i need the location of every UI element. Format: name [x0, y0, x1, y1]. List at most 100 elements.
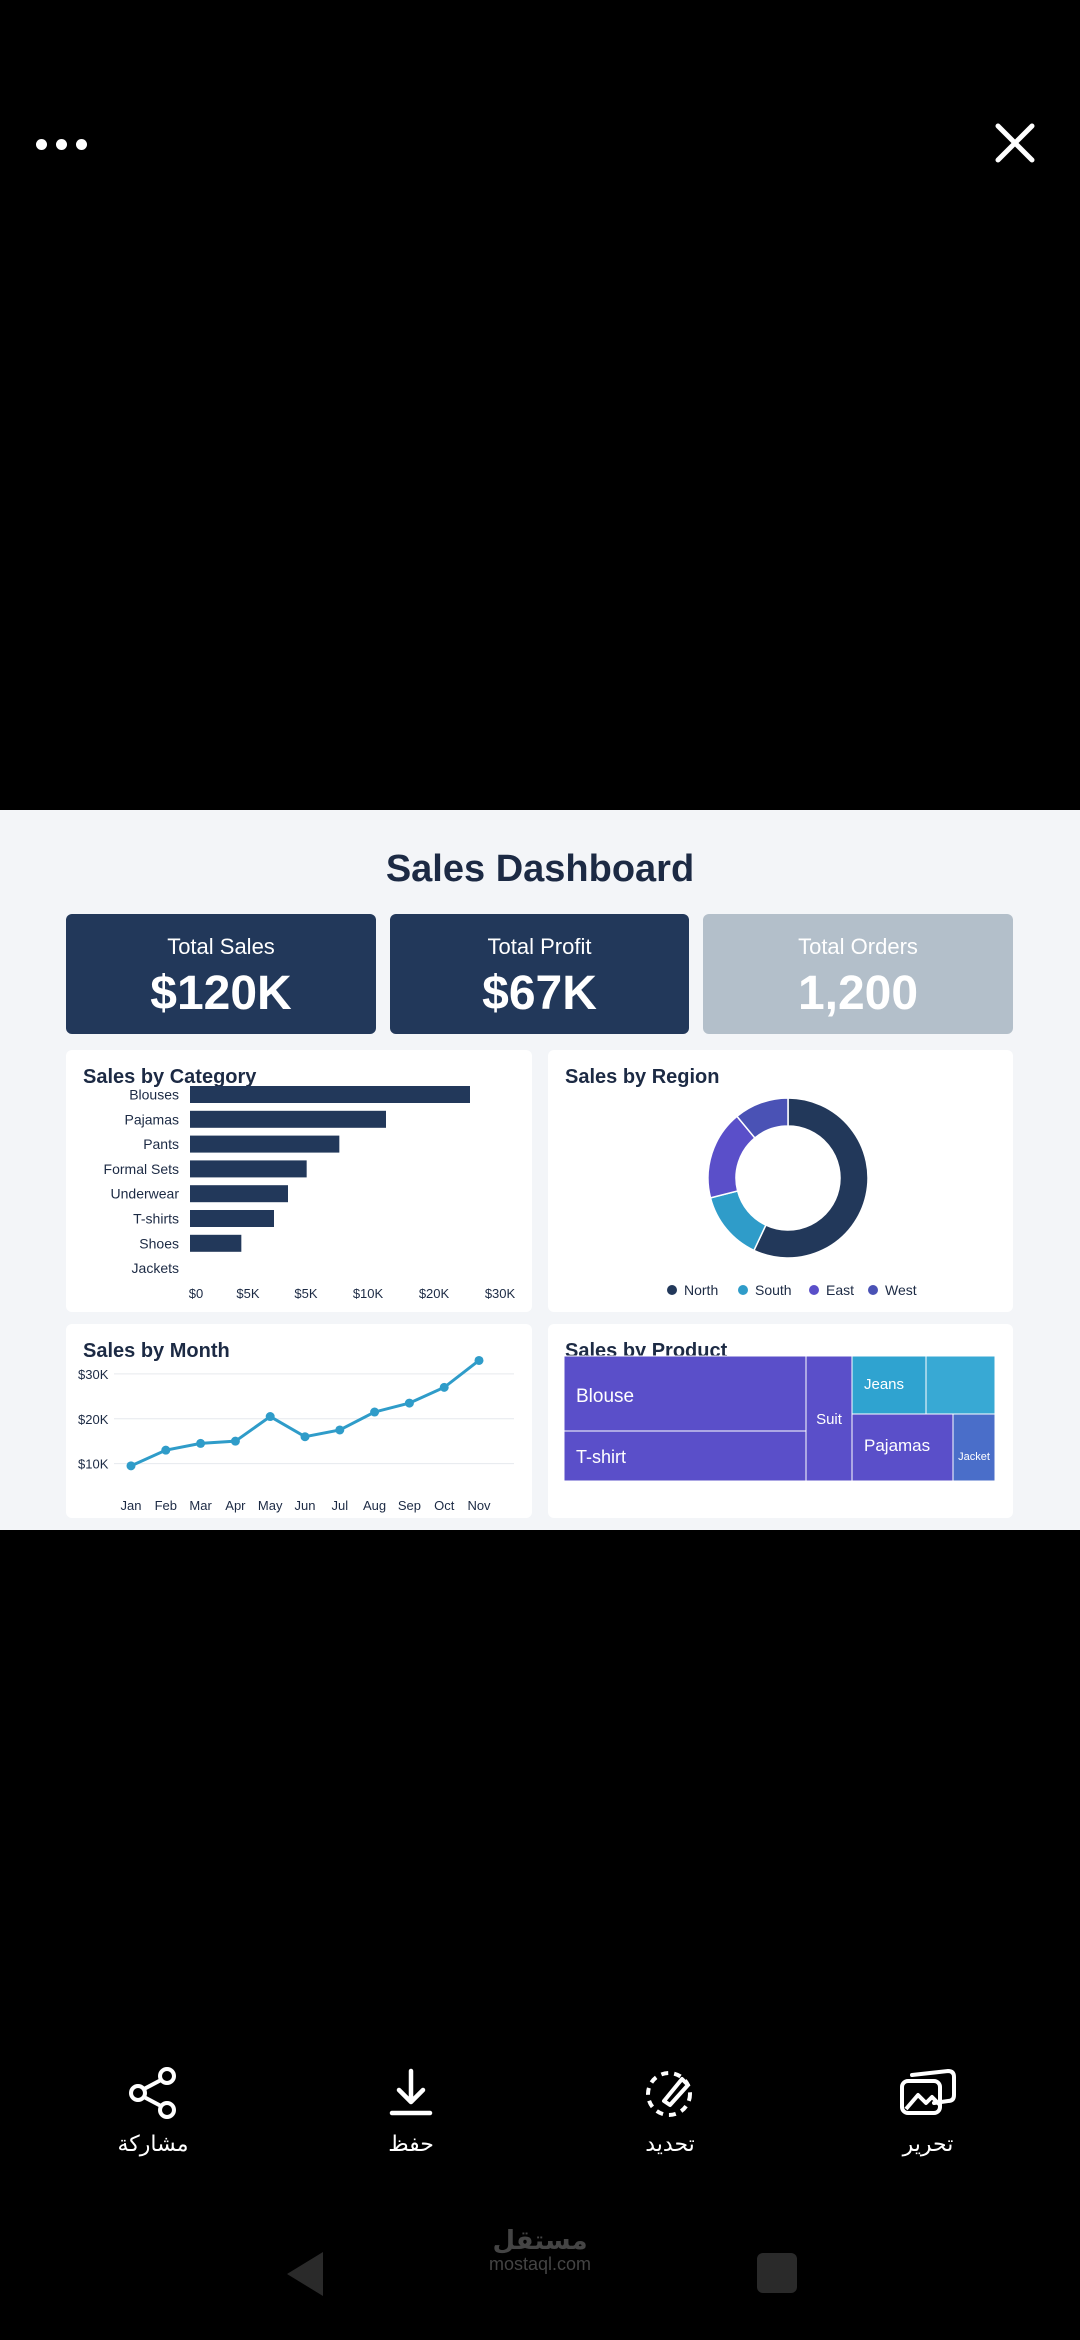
treemap-label: Jeans: [864, 1376, 904, 1393]
region-card: Sales by Region North South East West: [548, 1050, 1013, 1312]
legend-label: South: [755, 1282, 792, 1298]
edit-button[interactable]: تحرير: [848, 2065, 1008, 2157]
kpi-label: Total Orders: [798, 934, 918, 959]
category-tick-label: Shoes: [139, 1235, 179, 1251]
x-tick-label: Nov: [467, 1498, 491, 1513]
category-tick-label: Pajamas: [125, 1111, 179, 1127]
close-button[interactable]: [994, 122, 1036, 164]
line-point: [196, 1438, 206, 1448]
product-treemap: Blouse T-shirt Suit Jeans Pajamas Jacket: [563, 1355, 996, 1482]
category-bar: [190, 1210, 274, 1227]
x-tick-label: Jan: [121, 1498, 142, 1513]
category-bar: [190, 1234, 242, 1252]
line-point: [300, 1432, 310, 1442]
category-card: Sales by Category Blouses Pajamas Pants For…: [66, 1050, 532, 1312]
treemap-label: Suit: [816, 1411, 843, 1428]
x-tick-label: $0: [189, 1286, 203, 1301]
line-point: [265, 1412, 275, 1422]
kpi-total-orders: Total Orders 1,200: [703, 914, 1013, 1034]
save-button[interactable]: حفظ: [331, 2065, 491, 2157]
legend-dot: [868, 1285, 878, 1295]
month-line-chart: $30K $20K $10K Jan Feb Mar Apr May Jun Jul Aug Sep O…: [78, 1355, 514, 1513]
category-bar: [190, 1135, 340, 1153]
more-dot: [56, 138, 67, 150]
category-tick-label: T-shirts: [133, 1211, 179, 1227]
share-button[interactable]: مشاركة: [73, 2065, 233, 2157]
more-dot: [76, 138, 87, 150]
treemap-cell: [563, 1430, 807, 1482]
treemap-label: Pajamas: [864, 1436, 930, 1455]
recents-icon[interactable]: [757, 2253, 797, 2293]
x-tick-label: Jul: [331, 1498, 348, 1513]
y-tick-label: $30K: [78, 1367, 109, 1382]
line-point: [370, 1407, 380, 1417]
edit-icon: [900, 2068, 956, 2115]
line-series: [130, 1359, 480, 1468]
category-bar: [190, 1110, 386, 1128]
select-icon: [646, 2071, 692, 2117]
donut-slice-south: [709, 1190, 767, 1252]
x-tick-label: Oct: [434, 1498, 455, 1513]
share-label: مشاركة: [117, 2131, 189, 2156]
page-title: Sales Dashboard: [385, 848, 695, 890]
line-point: [230, 1436, 240, 1446]
treemap-label: Blouse: [576, 1386, 634, 1407]
edit-label: تحرير: [902, 2131, 954, 2156]
x-tick-label: $5K: [236, 1286, 259, 1301]
category-bar: [190, 1160, 307, 1178]
legend-label: West: [885, 1282, 917, 1298]
line-point: [439, 1382, 449, 1392]
legend-dot: [738, 1285, 748, 1295]
treemap-cell: [563, 1355, 807, 1432]
card-title: Sales by Category: [83, 1066, 257, 1088]
treemap-cell: [851, 1413, 954, 1482]
x-tick-label: Feb: [155, 1498, 177, 1513]
select-label: تحديد: [645, 2131, 695, 2156]
legend-label: North: [684, 1282, 718, 1298]
more-horizontal-icon: [36, 138, 47, 150]
legend-dot: [667, 1285, 677, 1295]
category-tick-label: Formal Sets: [104, 1161, 179, 1177]
kpi-value: $67K: [482, 967, 597, 1020]
treemap-label: Jacket: [958, 1451, 990, 1463]
x-tick-label: $20K: [419, 1286, 450, 1301]
category-tick-label: Blouses: [129, 1087, 179, 1103]
category-bar: [190, 1086, 470, 1103]
watermark-latin: mostaql.com: [488, 2254, 592, 2274]
x-tick-label: Mar: [189, 1498, 212, 1513]
line-point: [126, 1461, 136, 1471]
donut-slice-west: [735, 1097, 789, 1139]
donut-slice-north: [752, 1097, 869, 1259]
line-point: [161, 1445, 171, 1455]
select-button[interactable]: تحديد: [590, 2065, 750, 2157]
category-tick-label: Underwear: [111, 1186, 180, 1202]
x-tick-label: Apr: [225, 1498, 246, 1513]
download-icon: [389, 2068, 433, 2116]
watermark: مستقل mostaql.com: [470, 2225, 610, 2275]
kpi-total-sales: Total Sales $120K: [66, 914, 376, 1034]
y-tick-label: $10K: [78, 1457, 109, 1472]
x-tick-label: $30K: [485, 1286, 516, 1301]
line-point: [404, 1398, 414, 1408]
region-donut-chart: North South East West: [667, 1097, 917, 1298]
month-card: Sales by Month $30K $20K $10K Jan Feb Mar Apr M…: [66, 1324, 532, 1518]
treemap-cell: [805, 1355, 853, 1482]
kpi-label: Total Sales: [167, 934, 275, 959]
category-bar: [190, 1185, 288, 1203]
treemap-cell: [925, 1355, 996, 1415]
close-icon: [995, 123, 1035, 163]
more-options-button[interactable]: [36, 128, 96, 160]
back-icon[interactable]: [285, 2250, 325, 2298]
kpi-label: Total Profit: [487, 934, 592, 959]
x-tick-label: Aug: [363, 1498, 386, 1513]
category-bar-chart: Blouses Pajamas Pants Formal Sets Underwear T…: [104, 1086, 516, 1301]
y-tick-label: $20K: [78, 1412, 109, 1427]
x-tick-label: $10K: [353, 1286, 384, 1301]
kpi-total-profit: Total Profit $67K: [390, 914, 689, 1034]
x-tick-label: May: [258, 1498, 283, 1513]
product-card: Sales by Product Blouse T-shirt Suit Jeans P…: [548, 1324, 1013, 1518]
x-tick-label: $5K: [294, 1286, 317, 1301]
kpi-value: 1,200: [797, 967, 919, 1020]
treemap-cell: [952, 1413, 996, 1482]
card-title: Sales by Month: [83, 1340, 230, 1362]
